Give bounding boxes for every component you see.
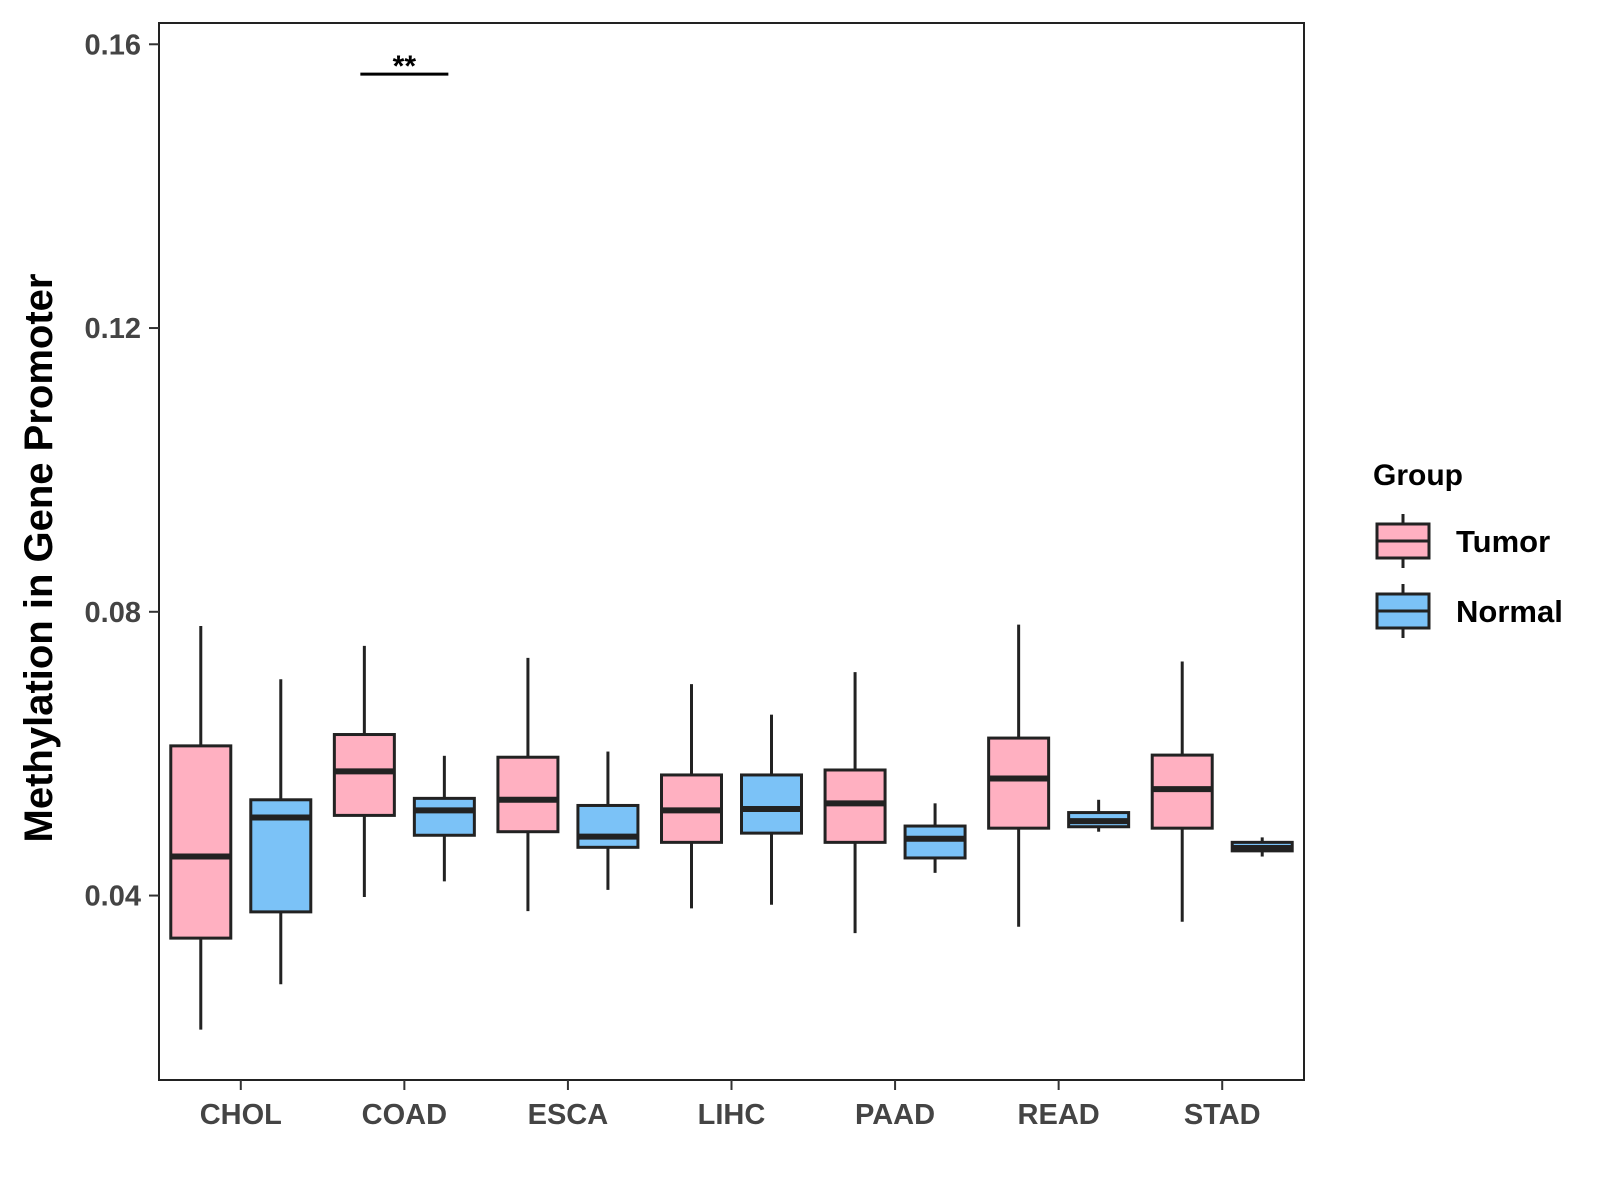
y-axis-title: Methylation in Gene Promoter xyxy=(17,274,61,843)
box-iqr xyxy=(332,733,396,817)
x-tick-label: CHOL xyxy=(200,1099,282,1131)
legend-title: Group xyxy=(1373,459,1463,492)
box-tumor-esca xyxy=(496,657,560,912)
box-iqr xyxy=(987,736,1051,830)
box-normal-lihc xyxy=(740,714,803,905)
x-tick-label: LIHC xyxy=(698,1099,766,1131)
axes: 0.04 0.08 0.12 0.16 CHOL COAD ESCA LIHC PAAD READ… xyxy=(85,22,1305,1131)
box-tumor-lihc xyxy=(660,684,723,909)
box-tumor-coad xyxy=(332,645,396,897)
plot-panel-border xyxy=(158,22,1305,1081)
box-iqr xyxy=(169,744,233,940)
box-normal-paad xyxy=(903,803,967,873)
legend: Group Tumor Normal xyxy=(1373,459,1563,638)
box-normal-stad xyxy=(1230,837,1294,857)
box-normal-coad xyxy=(412,755,476,882)
box-normal-esca xyxy=(576,751,640,890)
legend-entries: Tumor Normal xyxy=(1375,514,1563,638)
box-iqr xyxy=(496,755,560,834)
legend-item-tumor: Tumor xyxy=(1375,514,1550,568)
y-tick-label: 0.12 xyxy=(85,313,141,345)
box-iqr xyxy=(740,773,803,835)
box-tumor-paad xyxy=(823,672,887,934)
box-tumor-stad xyxy=(1150,661,1214,922)
x-tick-label: PAAD xyxy=(855,1099,935,1131)
x-tick-label: READ xyxy=(1018,1099,1100,1131)
x-tick-label: COAD xyxy=(362,1099,447,1131)
box-normal-read xyxy=(1067,799,1131,832)
y-tick-label: 0.04 xyxy=(85,881,141,913)
box-tumor-read xyxy=(987,624,1051,927)
box-iqr xyxy=(576,803,640,849)
box-tumor-chol xyxy=(169,625,233,1030)
x-tick-label: STAD xyxy=(1184,1099,1261,1131)
legend-item-normal: Normal xyxy=(1375,584,1563,638)
y-tick-label: 0.16 xyxy=(85,29,141,61)
x-tick-label: ESCA xyxy=(528,1099,609,1131)
box-normal-chol xyxy=(249,679,313,985)
legend-label: Normal xyxy=(1456,594,1563,629)
plot-area: ** xyxy=(169,50,1294,1030)
box-iqr xyxy=(412,796,476,837)
significance-label: ** xyxy=(393,50,417,83)
y-tick-label: 0.08 xyxy=(85,597,141,629)
box-iqr xyxy=(903,824,967,860)
legend-label: Tumor xyxy=(1456,524,1550,559)
